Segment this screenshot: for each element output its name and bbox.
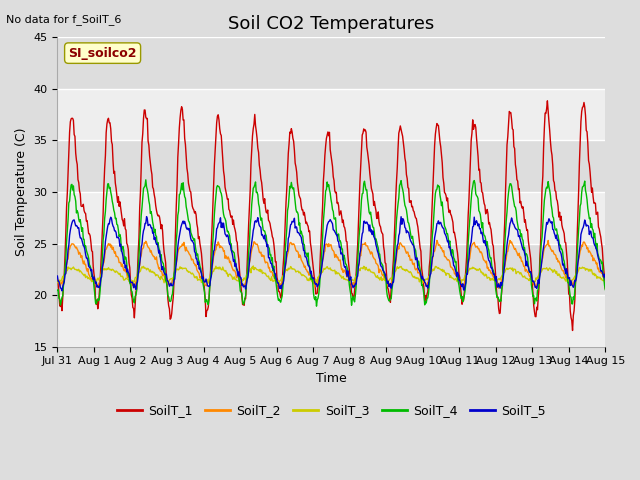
SoilT_3 <box>175 266 183 272</box>
Line: SoilT_2: SoilT_2 <box>58 240 605 288</box>
SoilT_5 <box>177 225 185 230</box>
SoilT_2 <box>120 267 127 273</box>
SoilT_4 <box>63 229 71 235</box>
SoilT_2 <box>54 276 61 282</box>
SoilT_1 <box>54 277 61 283</box>
SoilT_4 <box>313 303 321 309</box>
SoilT_2 <box>204 279 212 285</box>
SoilT_2 <box>495 285 502 291</box>
SoilT_3 <box>63 268 71 274</box>
SoilT_5 <box>58 288 66 294</box>
SoilT_4 <box>120 248 127 253</box>
SoilT_4 <box>54 288 61 293</box>
SoilT_1 <box>543 98 551 104</box>
SoilT_4 <box>399 190 407 196</box>
Line: SoilT_4: SoilT_4 <box>58 180 605 306</box>
SoilT_1 <box>602 286 609 291</box>
Title: Soil CO2 Temperatures: Soil CO2 Temperatures <box>228 15 435 33</box>
Text: SI_soilco2: SI_soilco2 <box>68 47 137 60</box>
SoilT_3 <box>250 263 257 269</box>
SoilT_3 <box>54 280 61 286</box>
SoilT_5 <box>399 216 407 222</box>
SoilT_1 <box>175 125 183 131</box>
SoilT_4 <box>142 177 150 183</box>
SoilT_2 <box>175 246 183 252</box>
SoilT_2 <box>602 279 609 285</box>
SoilT_3 <box>415 276 422 281</box>
SoilT_1 <box>204 304 212 310</box>
Y-axis label: Soil Temperature (C): Soil Temperature (C) <box>15 128 28 256</box>
SoilT_4 <box>415 263 423 269</box>
Text: No data for f_SoilT_6: No data for f_SoilT_6 <box>6 14 122 25</box>
SoilT_1 <box>414 224 422 230</box>
X-axis label: Time: Time <box>316 372 347 385</box>
SoilT_5 <box>143 214 150 219</box>
Bar <box>58 192 605 243</box>
Bar <box>58 89 605 141</box>
SoilT_1 <box>569 328 577 334</box>
SoilT_3 <box>418 280 426 286</box>
Line: SoilT_5: SoilT_5 <box>58 216 605 291</box>
Line: SoilT_1: SoilT_1 <box>58 101 605 331</box>
SoilT_5 <box>64 247 72 252</box>
SoilT_2 <box>414 270 422 276</box>
Line: SoilT_3: SoilT_3 <box>58 266 605 283</box>
Bar <box>58 295 605 347</box>
SoilT_3 <box>204 280 212 286</box>
SoilT_3 <box>399 266 406 272</box>
SoilT_1 <box>398 130 406 136</box>
SoilT_2 <box>433 238 441 243</box>
SoilT_3 <box>120 277 127 283</box>
SoilT_4 <box>176 191 184 197</box>
SoilT_5 <box>602 277 609 283</box>
Bar <box>58 243 605 295</box>
SoilT_2 <box>398 242 406 248</box>
SoilT_5 <box>120 258 128 264</box>
SoilT_2 <box>63 257 71 263</box>
SoilT_5 <box>415 268 423 274</box>
SoilT_1 <box>120 223 127 229</box>
SoilT_5 <box>54 273 61 279</box>
Legend: SoilT_1, SoilT_2, SoilT_3, SoilT_4, SoilT_5: SoilT_1, SoilT_2, SoilT_3, SoilT_4, Soil… <box>112 399 551 422</box>
SoilT_4 <box>205 295 213 301</box>
SoilT_1 <box>63 190 71 196</box>
SoilT_3 <box>602 277 609 283</box>
Bar <box>58 141 605 192</box>
SoilT_5 <box>206 283 214 288</box>
SoilT_4 <box>602 287 609 293</box>
Bar <box>58 37 605 89</box>
